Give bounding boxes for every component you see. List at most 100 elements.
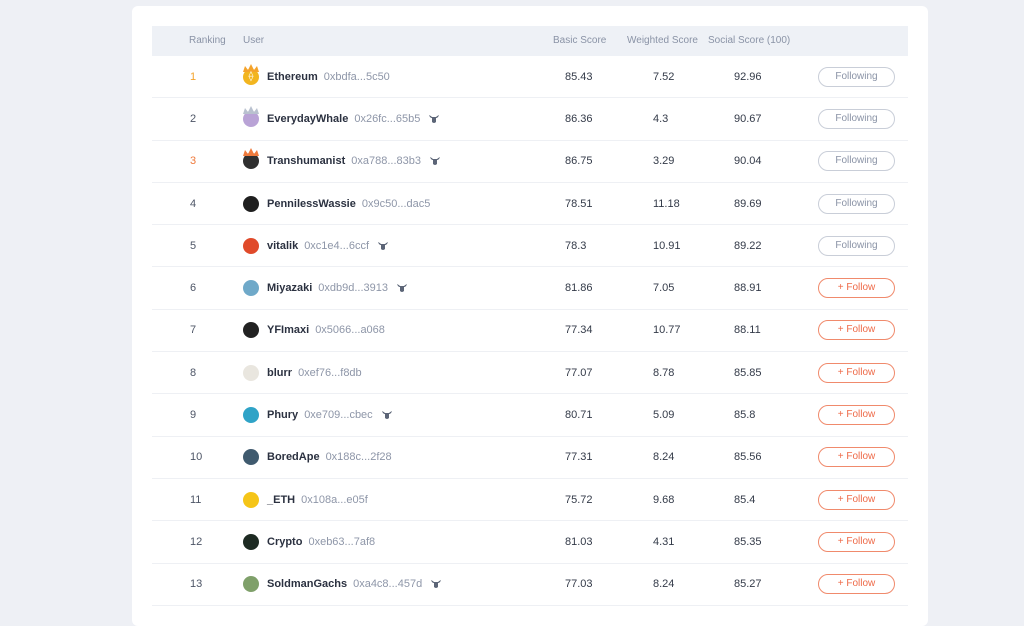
basic-score: 81.03: [565, 535, 593, 548]
following-button[interactable]: Following: [818, 193, 895, 214]
user-avatar[interactable]: [243, 280, 259, 297]
crown-icon: [243, 105, 259, 114]
user-name[interactable]: SoldmanGachs: [267, 578, 348, 591]
follow-button[interactable]: + Follow: [818, 574, 895, 595]
user-avatar[interactable]: [243, 364, 259, 381]
rank-number: 6: [190, 282, 197, 295]
weighted-score: 4.31: [653, 535, 675, 548]
user-avatar[interactable]: [243, 491, 259, 508]
user-name[interactable]: BoredApe: [267, 451, 320, 464]
follow-button[interactable]: + Follow: [818, 278, 895, 299]
basic-score: 80.71: [565, 409, 593, 422]
table-row[interactable]: 9 Phury 0xe709...cbec 80.71 5.09 85.8 + …: [152, 394, 908, 437]
user-avatar[interactable]: [243, 148, 259, 170]
user-avatar[interactable]: [243, 195, 259, 212]
user-name[interactable]: PennilessWassie: [267, 197, 356, 210]
user-avatar[interactable]: [243, 105, 259, 127]
avatar-glyph-icon: [243, 111, 259, 127]
table-row[interactable]: 4 PennilessWassie 0x9c50...dac5 78.51 11…: [152, 183, 908, 226]
following-button[interactable]: Following: [818, 108, 895, 129]
weighted-score: 10.77: [653, 324, 681, 337]
user-cell: Miyazaki 0xdb9d...3913: [267, 282, 408, 294]
wallet-address: 0xbdfa...5c50: [323, 70, 390, 83]
user-name[interactable]: Crypto: [267, 535, 303, 548]
wallet-address: 0xa788...83b3: [351, 155, 421, 168]
user-avatar[interactable]: [243, 407, 259, 424]
weighted-score: 8.78: [653, 366, 675, 379]
user-name[interactable]: Phury: [267, 409, 299, 422]
table-row[interactable]: 3 Transhumanist 0xa788...83b3 86.75 3.29…: [152, 141, 908, 183]
user-cell: PennilessWassie 0x9c50...dac5: [267, 198, 430, 210]
user-name[interactable]: EverydayWhale: [267, 112, 349, 125]
table-row[interactable]: 11 _ETH 0x108a...e05f 75.72 9.68 85.4 + …: [152, 479, 908, 522]
follow-button[interactable]: + Follow: [818, 362, 895, 383]
avatar-glyph-icon: [243, 322, 259, 338]
rank-number: 11: [190, 493, 202, 506]
weighted-score: 7.05: [653, 282, 675, 295]
user-name[interactable]: YFImaxi: [267, 324, 310, 337]
basic-score: 77.31: [565, 451, 593, 464]
bull-badge-icon: [381, 411, 392, 420]
social-score: 90.04: [734, 155, 762, 168]
social-score: 85.85: [734, 366, 762, 379]
rank-number: 7: [190, 324, 197, 337]
user-cell: Transhumanist 0xa788...83b3: [267, 155, 441, 167]
table-row[interactable]: 12 Crypto 0xeb63...7af8 81.03 4.31 85.35…: [152, 521, 908, 564]
user-name[interactable]: vitalik: [267, 239, 299, 252]
wallet-address: 0x26fc...65b5: [354, 112, 421, 125]
user-cell: Phury 0xe709...cbec: [267, 409, 393, 421]
rank-number: 12: [190, 535, 203, 548]
following-button[interactable]: Following: [818, 66, 895, 87]
user-avatar[interactable]: [243, 322, 259, 339]
header-social-score: Social Score (100): [708, 35, 791, 46]
user-name[interactable]: Miyazaki: [267, 282, 313, 295]
follow-button[interactable]: + Follow: [818, 320, 895, 341]
social-score: 85.4: [734, 493, 756, 506]
wallet-address: 0xef76...f8db: [298, 366, 362, 379]
table-row[interactable]: 7 YFImaxi 0x5066...a068 77.34 10.77 88.1…: [152, 310, 908, 353]
avatar-glyph-icon: [243, 407, 259, 423]
user-cell: EverydayWhale 0x26fc...65b5: [267, 113, 440, 125]
user-cell: _ETH 0x108a...e05f: [267, 494, 368, 506]
follow-button[interactable]: + Follow: [818, 489, 895, 510]
avatar-glyph-icon: [243, 280, 259, 296]
wallet-address: 0x108a...e05f: [301, 493, 368, 506]
user-name[interactable]: Transhumanist: [267, 155, 346, 168]
user-cell: vitalik 0xc1e4...6ccf: [267, 240, 389, 252]
table-row[interactable]: 2 EverydayWhale 0x26fc...65b5 86.36 4.3 …: [152, 98, 908, 141]
table-row[interactable]: 5 vitalik 0xc1e4...6ccf 78.3 10.91 89.22…: [152, 225, 908, 268]
follow-button[interactable]: + Follow: [818, 405, 895, 426]
bull-badge-icon: [429, 114, 440, 123]
follow-button[interactable]: + Follow: [818, 531, 895, 552]
user-cell: blurr 0xef76...f8db: [267, 367, 362, 379]
social-score: 85.56: [734, 451, 762, 464]
wallet-address: 0xa4c8...457d: [353, 578, 423, 591]
following-button[interactable]: Following: [818, 235, 895, 256]
table-row[interactable]: 8 blurr 0xef76...f8db 77.07 8.78 85.85 +…: [152, 352, 908, 395]
follow-button[interactable]: + Follow: [818, 447, 895, 468]
table-row[interactable]: 10 BoredApe 0x188c...2f28 77.31 8.24 85.…: [152, 437, 908, 479]
table-row[interactable]: 1 ⟠ Ethereum 0xbdfa...5c50 85.43 7.52 92…: [152, 56, 908, 99]
ethereum-coin-icon[interactable]: ⟠: [243, 63, 259, 85]
user-cell: YFImaxi 0x5066...a068: [267, 324, 385, 336]
user-avatar[interactable]: [243, 237, 259, 254]
avatar-glyph-icon: [243, 534, 259, 550]
wallet-address: 0xc1e4...6ccf: [304, 239, 370, 252]
table-row[interactable]: 6 Miyazaki 0xdb9d...3913 81.86 7.05 88.9…: [152, 267, 908, 310]
bull-badge-icon: [378, 241, 389, 250]
basic-score: 81.86: [565, 282, 593, 295]
user-avatar[interactable]: [243, 449, 259, 466]
user-name[interactable]: _ETH: [267, 493, 296, 506]
basic-score: 75.72: [565, 493, 593, 506]
wallet-address: 0xdb9d...3913: [318, 282, 388, 295]
header-weighted-score: Weighted Score: [627, 35, 698, 46]
wallet-address: 0x188c...2f28: [325, 451, 392, 464]
following-button[interactable]: Following: [818, 151, 895, 172]
social-score: 89.69: [734, 197, 762, 210]
user-avatar[interactable]: [243, 533, 259, 550]
user-name[interactable]: blurr: [267, 366, 293, 379]
user-name[interactable]: Ethereum: [267, 70, 318, 83]
user-avatar[interactable]: [243, 576, 259, 593]
basic-score: 78.3: [565, 239, 587, 252]
social-score: 92.96: [734, 70, 762, 83]
